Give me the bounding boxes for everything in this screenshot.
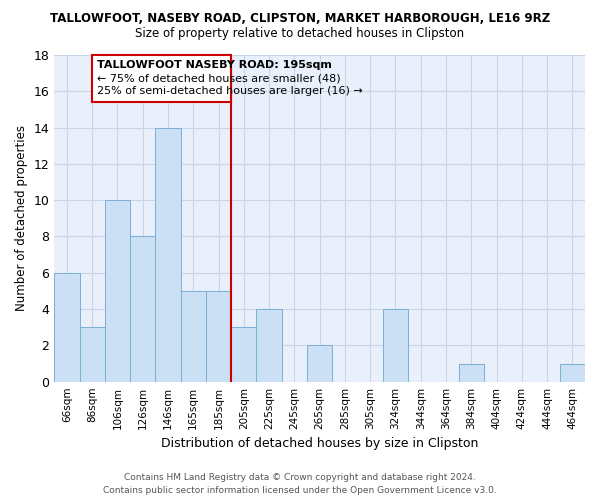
FancyBboxPatch shape (92, 55, 231, 102)
Text: 25% of semi-detached houses are larger (16) →: 25% of semi-detached houses are larger (… (97, 86, 363, 96)
Bar (54, 273, 80, 382)
Bar (560, 364, 585, 382)
Bar (458, 364, 484, 382)
Text: ← 75% of detached houses are smaller (48): ← 75% of detached houses are smaller (48… (97, 73, 341, 83)
Bar (181, 291, 206, 382)
Text: TALLOWFOOT NASEBY ROAD: 195sqm: TALLOWFOOT NASEBY ROAD: 195sqm (97, 60, 332, 70)
Bar (206, 291, 231, 382)
Bar (307, 346, 332, 382)
Bar (256, 309, 282, 382)
Bar (130, 236, 155, 382)
Y-axis label: Number of detached properties: Number of detached properties (15, 126, 28, 312)
Text: TALLOWFOOT, NASEBY ROAD, CLIPSTON, MARKET HARBOROUGH, LE16 9RZ: TALLOWFOOT, NASEBY ROAD, CLIPSTON, MARKE… (50, 12, 550, 26)
X-axis label: Distribution of detached houses by size in Clipston: Distribution of detached houses by size … (161, 437, 478, 450)
Bar (383, 309, 408, 382)
Bar (80, 327, 105, 382)
Text: Size of property relative to detached houses in Clipston: Size of property relative to detached ho… (136, 28, 464, 40)
Text: Contains HM Land Registry data © Crown copyright and database right 2024.
Contai: Contains HM Land Registry data © Crown c… (103, 473, 497, 495)
Bar (155, 128, 181, 382)
Bar (231, 327, 256, 382)
Bar (105, 200, 130, 382)
